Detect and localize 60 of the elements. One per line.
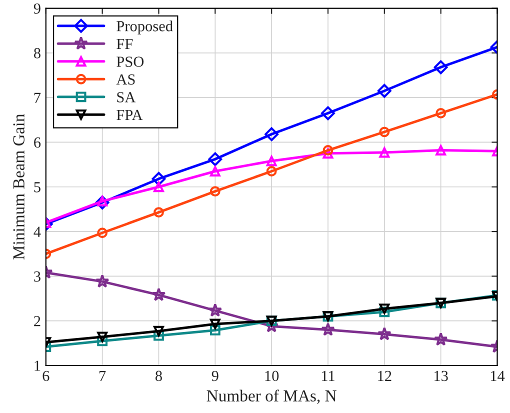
legend-label: Proposed <box>116 20 173 34</box>
point <box>154 207 164 218</box>
point <box>436 108 446 118</box>
point <box>95 196 110 210</box>
point <box>208 303 222 317</box>
point <box>152 288 166 302</box>
point <box>210 166 220 176</box>
point <box>322 148 334 159</box>
x-tick-label: 7 <box>100 370 106 381</box>
point <box>379 147 390 158</box>
point <box>97 336 108 346</box>
point <box>434 60 448 74</box>
y-tick-label: 5 <box>34 182 40 192</box>
y-tick-label: 6 <box>34 137 41 148</box>
point <box>97 228 108 238</box>
x-tick-label: 10 <box>265 370 279 382</box>
x-tick-label: 14 <box>490 370 505 381</box>
x-axis-title: Number of MAs, N <box>206 390 336 404</box>
point <box>210 318 220 330</box>
x-tick-label: 13 <box>434 370 448 382</box>
point <box>321 106 335 120</box>
point <box>436 145 446 156</box>
point <box>266 156 277 166</box>
y-tick-label: 2 <box>34 316 40 326</box>
point <box>377 326 392 340</box>
y-tick-label: 7 <box>34 92 41 103</box>
point <box>321 322 335 336</box>
legend-label: SA <box>117 92 136 102</box>
y-tick-label: 4 <box>34 226 41 237</box>
point <box>264 127 279 142</box>
y-tick-label: 9 <box>34 3 40 14</box>
legend-label: FPA <box>116 110 143 120</box>
y-axis-title: Minimum Beam Gain <box>13 114 24 260</box>
point <box>210 325 220 336</box>
x-tick-label: 8 <box>156 370 162 382</box>
point <box>379 306 390 318</box>
point <box>154 330 164 341</box>
point <box>379 304 390 314</box>
point <box>208 152 222 166</box>
x-tick-label: 11 <box>322 370 334 381</box>
point <box>97 332 108 342</box>
y-tick-label: 1 <box>34 360 40 371</box>
y-tick-label: 3 <box>34 271 40 282</box>
point <box>322 145 334 156</box>
legend-label: AS <box>116 74 135 85</box>
point <box>266 166 277 176</box>
point <box>379 126 390 138</box>
point <box>210 186 220 197</box>
point <box>152 172 166 186</box>
legend-label: FF <box>116 38 133 49</box>
point <box>154 182 164 192</box>
y-tick-label: 8 <box>34 48 40 58</box>
x-tick-label: 12 <box>378 370 392 381</box>
point <box>434 332 448 346</box>
point <box>154 326 164 336</box>
point <box>377 84 392 98</box>
legend-label: PSO <box>116 56 144 67</box>
point <box>95 274 110 288</box>
x-tick-label: 9 <box>212 370 218 382</box>
x-tick-label: 6 <box>42 370 50 382</box>
